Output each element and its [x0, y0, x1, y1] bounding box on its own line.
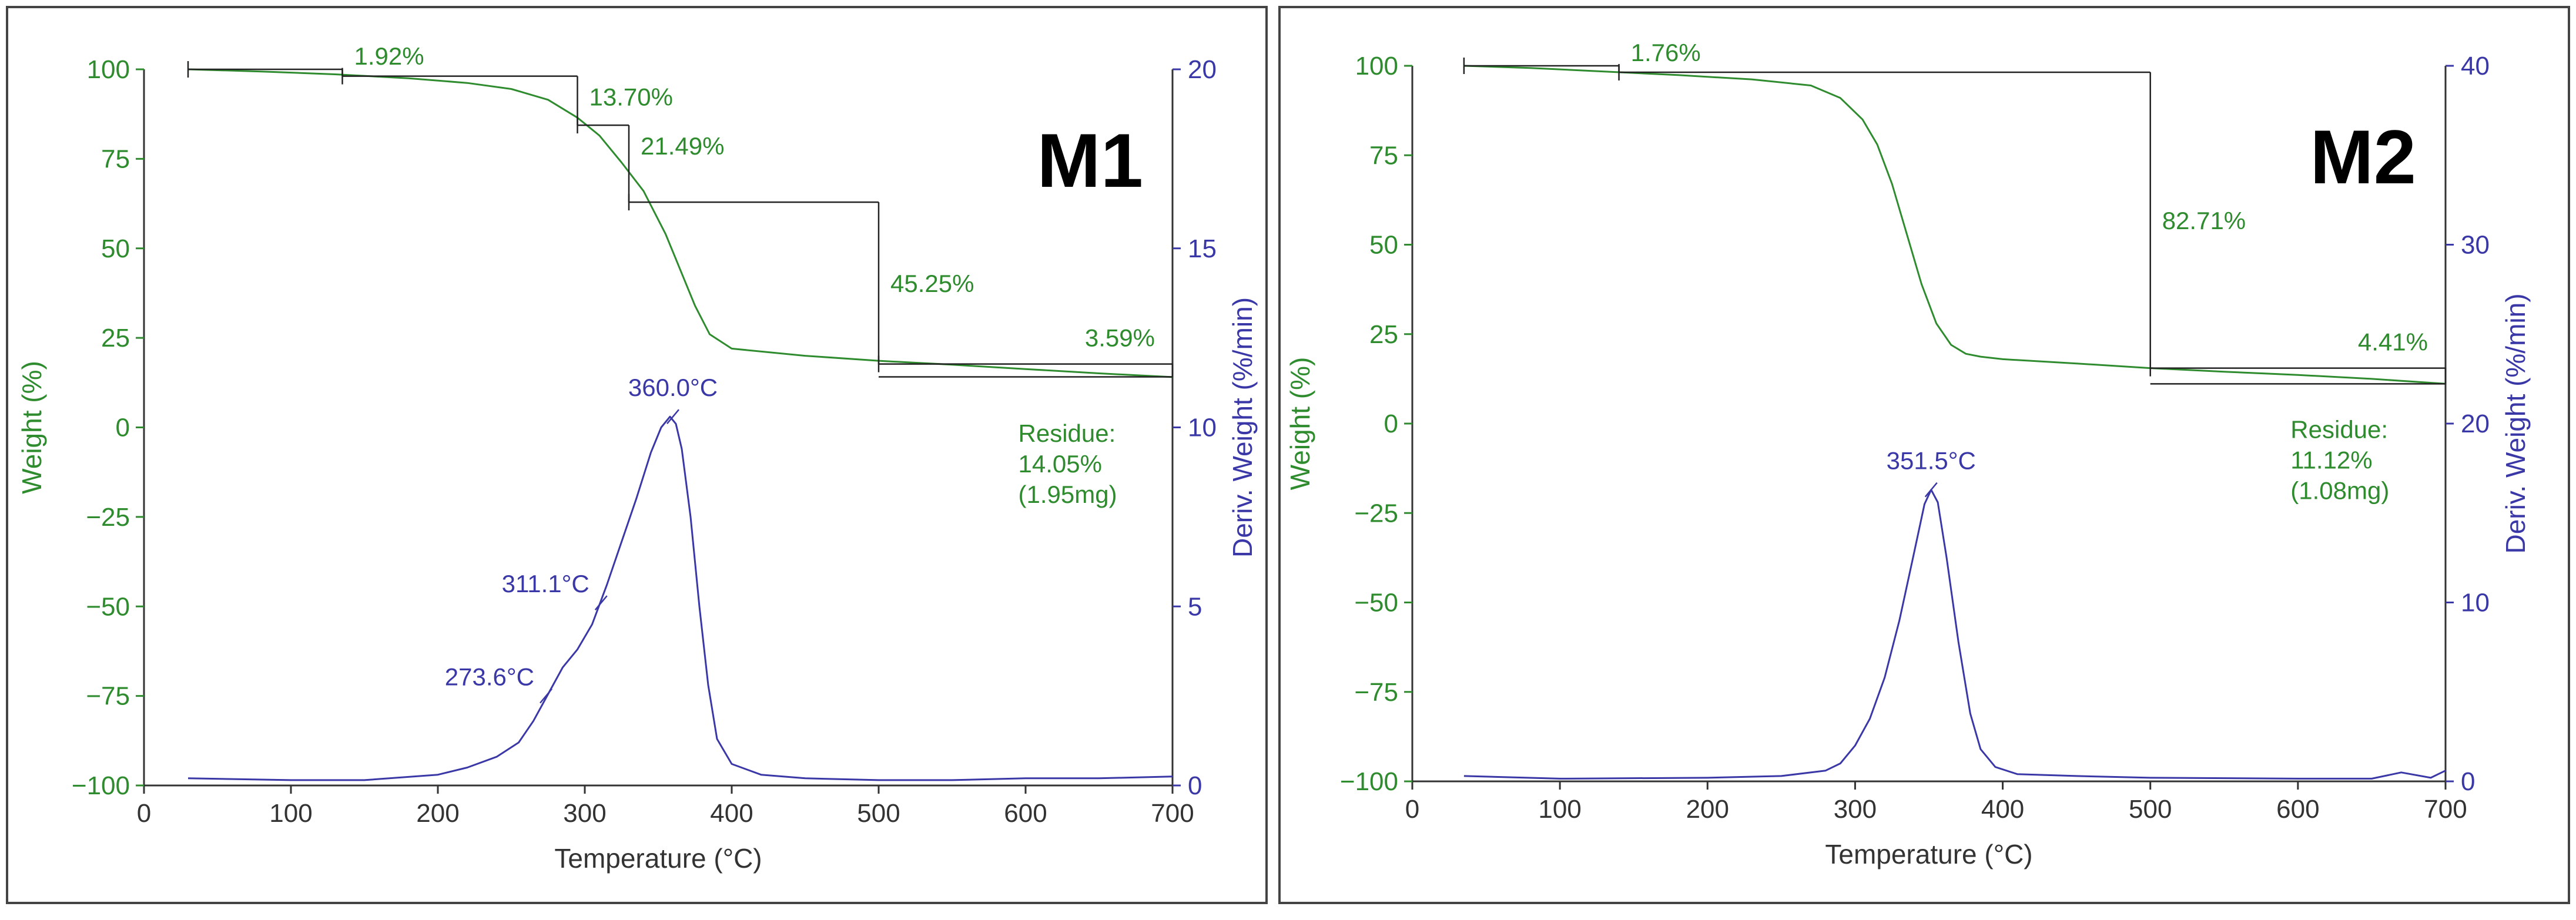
y-tick-label: 75 [101, 145, 130, 173]
y2-tick-label: 30 [2461, 231, 2490, 260]
deriv-weight-line [1463, 489, 2446, 780]
y-axis-label: Weight (%) [1285, 357, 1315, 491]
x-axis-label: Temperature (°C) [554, 843, 762, 874]
step-label: 3.59% [1085, 324, 1155, 352]
y-tick-label: −25 [1354, 499, 1398, 528]
x-tick-label: 500 [2129, 795, 2172, 824]
residue-text: 14.05% [1019, 450, 1102, 478]
y-tick-label: −100 [1340, 767, 1398, 796]
x-tick-label: 300 [1834, 795, 1877, 824]
y2-tick-label: 20 [2461, 409, 2490, 438]
peak-marker [666, 409, 679, 425]
x-tick-label: 700 [1151, 799, 1194, 828]
weight-line [187, 68, 1173, 378]
panel-badge: M2 [2310, 114, 2416, 200]
y2-tick-label: 10 [2461, 589, 2490, 617]
y2-tick-label: 0 [1188, 771, 1202, 800]
y-tick-label: 100 [87, 55, 130, 84]
y-tick-label: 75 [1369, 141, 1398, 170]
y2-axis-label: Deriv. Weight (%/min) [1227, 297, 1258, 558]
step-label: 82.71% [2162, 207, 2246, 234]
y2-tick-label: 0 [2461, 767, 2475, 796]
y-tick-label: 25 [1369, 320, 1398, 349]
y2-tick-label: 20 [1188, 55, 1217, 84]
peak-label: 360.0°C [628, 374, 718, 401]
step-label: 13.70% [589, 83, 673, 111]
x-tick-label: 600 [1004, 799, 1047, 828]
peak-marker [540, 688, 552, 704]
step-label: 1.76% [1631, 39, 1701, 66]
y-tick-label: −25 [86, 503, 130, 532]
x-tick-label: 0 [1405, 795, 1419, 824]
x-tick-label: 300 [563, 799, 606, 828]
x-tick-label: 600 [2276, 795, 2319, 824]
peak-marker [1924, 482, 1938, 498]
x-tick-label: 700 [2424, 795, 2467, 824]
residue-text: 11.12% [2290, 446, 2372, 474]
y2-tick-label: 10 [1188, 414, 1217, 442]
x-tick-label: 400 [1981, 795, 2024, 824]
step-label: 21.49% [641, 132, 724, 160]
x-tick-label: 0 [137, 799, 151, 828]
x-tick-label: 200 [1686, 795, 1729, 824]
y-tick-label: 0 [116, 414, 130, 442]
y2-tick-label: 40 [2461, 52, 2490, 80]
chart-panel-2: 0 100 200 300 400 500 600 7001007550250−25−50−7… [1278, 6, 2570, 904]
x-tick-label: 400 [710, 799, 753, 828]
x-tick-label: 100 [1538, 795, 1581, 824]
residue-text: (1.95mg) [1019, 481, 1117, 508]
panel-frame [6, 6, 1268, 904]
peak-label: 311.1°C [502, 570, 589, 597]
y-tick-label: 25 [101, 324, 130, 352]
y-tick-label: −50 [1354, 589, 1398, 617]
y-tick-label: −100 [72, 771, 130, 800]
x-axis-label: Temperature (°C) [1825, 839, 2032, 869]
y-tick-label: 50 [1369, 231, 1398, 260]
y-tick-label: 50 [101, 234, 130, 263]
step-label: 1.92% [354, 42, 424, 70]
step-label: 45.25% [890, 270, 974, 297]
peak-label: 351.5°C [1887, 447, 1976, 475]
y-tick-label: −75 [86, 682, 130, 711]
chart-panel-1: 0 100 200 300 400 500 600 7001007550250−25−50−7… [6, 6, 1268, 904]
peak-label: 273.6°C [445, 663, 534, 691]
residue-text: Residue: [2290, 415, 2388, 443]
y2-axis-label: Deriv. Weight (%/min) [2500, 293, 2531, 553]
y-tick-label: 0 [1384, 409, 1398, 438]
panel-frame [1278, 6, 2570, 904]
y-tick-label: −50 [86, 592, 130, 621]
y-axis-label: Weight (%) [16, 361, 47, 494]
x-tick-label: 500 [857, 799, 900, 828]
x-tick-label: 200 [416, 799, 459, 828]
y-tick-label: 100 [1355, 52, 1398, 80]
panel-badge: M1 [1037, 117, 1143, 203]
peak-marker [594, 595, 608, 610]
step-label: 4.41% [2358, 328, 2428, 356]
y2-tick-label: 5 [1188, 592, 1202, 621]
y2-tick-label: 15 [1188, 234, 1217, 263]
x-tick-label: 100 [269, 799, 312, 828]
residue-text: Residue: [1019, 419, 1116, 447]
weight-line [1463, 65, 2446, 385]
y-tick-label: −75 [1354, 678, 1398, 707]
residue-text: (1.08mg) [2290, 476, 2389, 504]
deriv-weight-line [187, 415, 1173, 781]
